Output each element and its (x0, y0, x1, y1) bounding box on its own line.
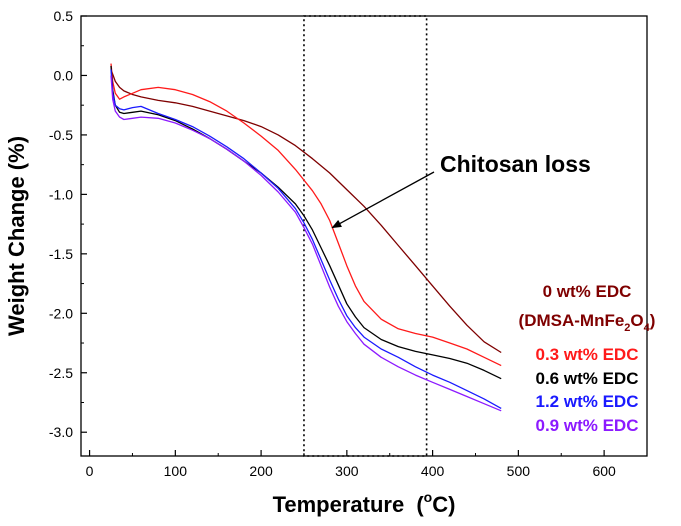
x-tick-label: 100 (164, 463, 188, 479)
x-axis-title: Temperature (oC) (273, 489, 456, 517)
y-tick-label: -0.5 (49, 127, 73, 143)
y-axis-ticks: 0.5 0.0 -0.5 -1.0 -1.5 -2.0 -2.5 -3.0 (49, 8, 87, 440)
chitosan-loss-arrow (331, 171, 435, 229)
dotted-region-box (303, 15, 428, 457)
y-tick-label: -3.0 (49, 424, 73, 440)
legend-label-0wt-composition: (DMSA-MnFe2O4) (519, 311, 656, 334)
x-tick-label: 600 (592, 463, 616, 479)
y-tick-label: -2.0 (49, 305, 73, 321)
y-axis-title: Weight Change (%) (4, 136, 29, 336)
legend-composition-sub1: 2 (624, 322, 630, 334)
y-tick-label: 0.0 (54, 67, 74, 83)
x-tick-label: 200 (249, 463, 273, 479)
y-tick-label: -1.5 (49, 246, 73, 262)
legend-composition-prefix: (DMSA-MnFe (519, 311, 625, 330)
legend-composition-mid: O (630, 311, 643, 330)
y-tick-label: 0.5 (54, 8, 74, 24)
x-axis-title-text: Temperature (273, 492, 405, 517)
chitosan-loss-label: Chitosan loss (440, 151, 591, 177)
series-line-3 (110, 69, 502, 409)
x-axis-unit-open: ( (416, 492, 424, 517)
plot-area-frame (80, 15, 648, 457)
legend-composition-sub2: 4 (644, 322, 651, 334)
x-tick-label: 300 (335, 463, 359, 479)
x-tick-label: 400 (421, 463, 445, 479)
series-lines (110, 63, 502, 412)
legend-label-0.3wt: 0.3 wt% EDC (536, 345, 639, 364)
legend-label-1.2wt: 1.2 wt% EDC (536, 392, 639, 411)
x-tick-label: 0 (86, 463, 94, 479)
chitosan-loss-annotation: Chitosan loss (331, 151, 591, 229)
y-tick-label: -2.5 (49, 365, 73, 381)
legend-label-0.9wt: 0.9 wt% EDC (536, 416, 639, 435)
legend-label-0.6wt: 0.6 wt% EDC (536, 369, 639, 388)
legend-label-0wt: 0 wt% EDC (543, 282, 632, 301)
chitosan-loss-region (303, 15, 428, 457)
x-axis-unit-close: C) (432, 492, 455, 517)
series-line-1 (110, 63, 502, 367)
legend-composition-suffix: ) (650, 311, 656, 330)
series-line-2 (110, 65, 502, 380)
series-line-0 (110, 69, 502, 354)
x-axis-ticks: 0 100 200 300 400 500 600 (86, 450, 616, 479)
legend: 0 wt% EDC (DMSA-MnFe2O4) 0.3 wt% EDC 0.6… (519, 282, 656, 435)
x-tick-label: 500 (507, 463, 531, 479)
series-line-4 (110, 75, 502, 412)
y-tick-label: -1.0 (49, 186, 73, 202)
x-axis-unit-degree: o (424, 489, 433, 505)
